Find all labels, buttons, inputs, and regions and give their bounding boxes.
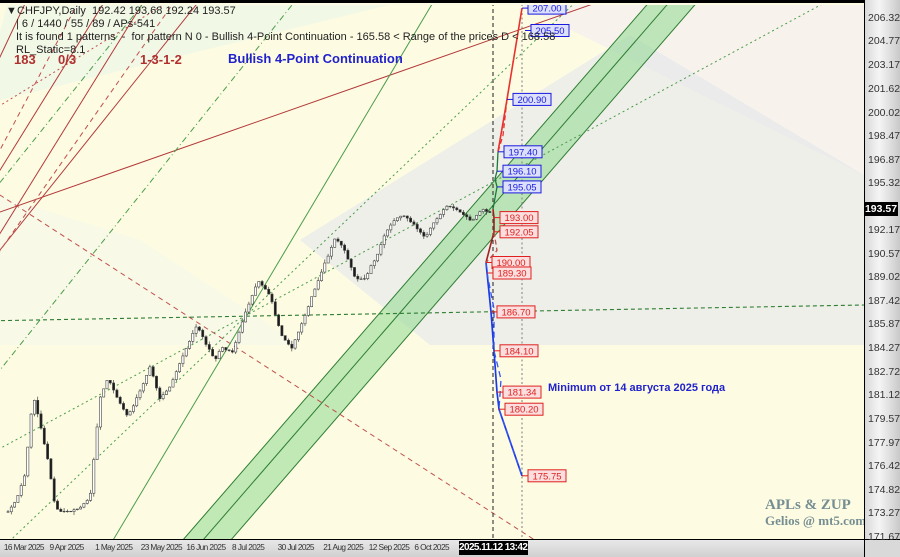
svg-text:184.10: 184.10 (504, 346, 533, 357)
svg-text:180.20: 180.20 (509, 405, 538, 416)
svg-text:186.70: 186.70 (501, 307, 530, 318)
svg-text:196.10: 196.10 (507, 167, 536, 178)
svg-text:197.40: 197.40 (508, 147, 537, 158)
svg-text:189.30: 189.30 (497, 269, 526, 280)
svg-text:193.00: 193.00 (504, 213, 533, 224)
svg-text:192.05: 192.05 (504, 227, 533, 238)
svg-text:175.75: 175.75 (532, 471, 561, 482)
svg-text:195.05: 195.05 (507, 182, 536, 193)
svg-text:181.34: 181.34 (507, 388, 536, 399)
svg-text:200.90: 200.90 (517, 95, 546, 106)
